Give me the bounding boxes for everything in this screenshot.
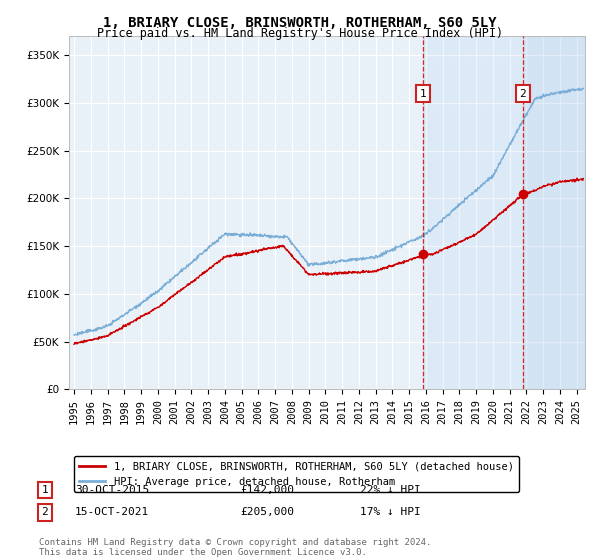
Text: 15-OCT-2021: 15-OCT-2021 — [75, 507, 149, 517]
Text: 1: 1 — [41, 485, 49, 495]
Text: 22% ↓ HPI: 22% ↓ HPI — [360, 485, 421, 495]
Text: 1: 1 — [419, 88, 427, 99]
Bar — [523, 36, 585, 389]
Text: 2: 2 — [520, 88, 526, 99]
Text: 1, BRIARY CLOSE, BRINSWORTH, ROTHERHAM, S60 5LY: 1, BRIARY CLOSE, BRINSWORTH, ROTHERHAM, … — [103, 16, 497, 30]
Legend: 1, BRIARY CLOSE, BRINSWORTH, ROTHERHAM, S60 5LY (detached house), HPI: Average p: 1, BRIARY CLOSE, BRINSWORTH, ROTHERHAM, … — [74, 456, 519, 492]
Bar — [423, 36, 585, 389]
Text: 30-OCT-2015: 30-OCT-2015 — [75, 485, 149, 495]
Text: Contains HM Land Registry data © Crown copyright and database right 2024.
This d: Contains HM Land Registry data © Crown c… — [39, 538, 431, 557]
Text: 2: 2 — [41, 507, 49, 517]
Text: £205,000: £205,000 — [240, 507, 294, 517]
Text: Price paid vs. HM Land Registry's House Price Index (HPI): Price paid vs. HM Land Registry's House … — [97, 27, 503, 40]
Text: 17% ↓ HPI: 17% ↓ HPI — [360, 507, 421, 517]
Text: £142,000: £142,000 — [240, 485, 294, 495]
